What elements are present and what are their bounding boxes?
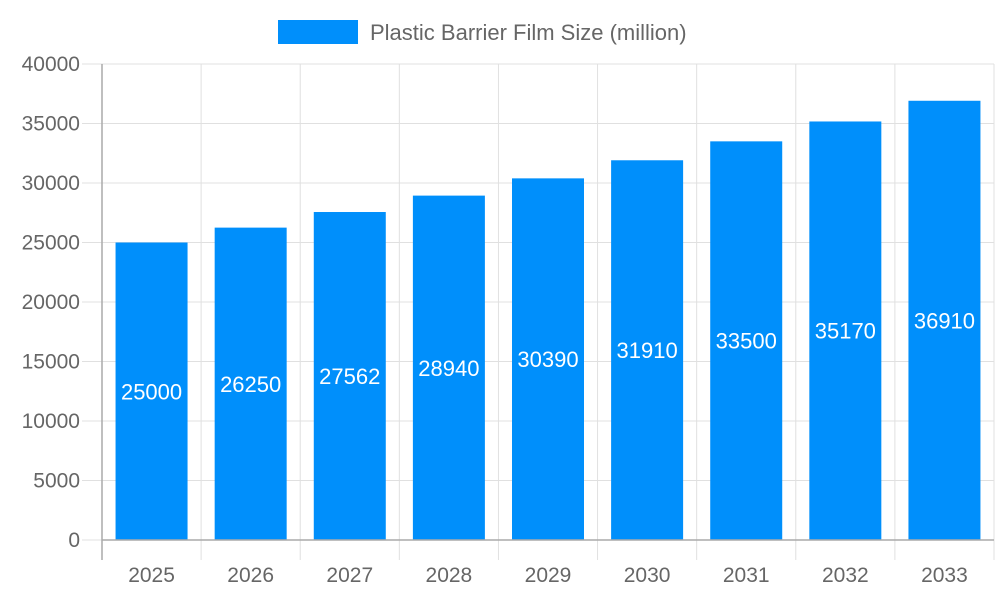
y-tick-label: 35000 <box>22 113 80 136</box>
data-label: 30390 <box>517 347 578 372</box>
x-tick-label: 2033 <box>921 564 968 587</box>
bar <box>710 141 783 540</box>
x-tick-label: 2026 <box>227 564 274 587</box>
x-tick-label: 2027 <box>326 564 373 587</box>
x-tick-label: 2029 <box>525 564 572 587</box>
y-tick-label: 15000 <box>22 351 80 374</box>
y-tick-label: 10000 <box>22 410 80 433</box>
data-label: 26250 <box>220 372 281 397</box>
y-tick-label: 30000 <box>22 172 80 195</box>
x-tick-label: 2030 <box>624 564 671 587</box>
data-label: 36910 <box>914 308 975 333</box>
x-tick-label: 2028 <box>426 564 473 587</box>
legend[interactable]: Plastic Barrier Film Size (million) <box>278 20 687 45</box>
bar <box>611 160 684 540</box>
y-tick-label: 5000 <box>33 470 80 493</box>
x-tick-label: 2032 <box>822 564 869 587</box>
bar <box>313 212 386 540</box>
y-tick-label: 20000 <box>22 291 80 314</box>
bar <box>809 121 882 541</box>
data-label: 33500 <box>716 329 777 354</box>
x-tick-label: 2025 <box>128 564 175 587</box>
bar <box>412 195 485 540</box>
data-label: 27562 <box>319 364 380 389</box>
y-tick-label: 40000 <box>22 53 80 76</box>
axes: 0 5000 10000 15000 20000 25000 30000 35000 40000… <box>22 53 994 587</box>
x-tick-label: 2031 <box>723 564 770 587</box>
bar <box>214 227 287 540</box>
bar <box>512 178 584 540</box>
legend-swatch <box>278 20 358 44</box>
y-tick-label: 0 <box>68 529 80 552</box>
bars: 25000 26250 27562 28940 30390 31910 33500 35170… <box>115 100 981 541</box>
bar <box>115 242 188 540</box>
data-label: 28940 <box>418 356 479 381</box>
y-tick-label: 25000 <box>22 232 80 255</box>
legend-label: Plastic Barrier Film Size (million) <box>370 20 687 45</box>
data-label: 25000 <box>121 379 182 404</box>
bar <box>908 100 981 541</box>
data-label: 35170 <box>815 319 876 344</box>
data-label: 31910 <box>617 338 678 363</box>
